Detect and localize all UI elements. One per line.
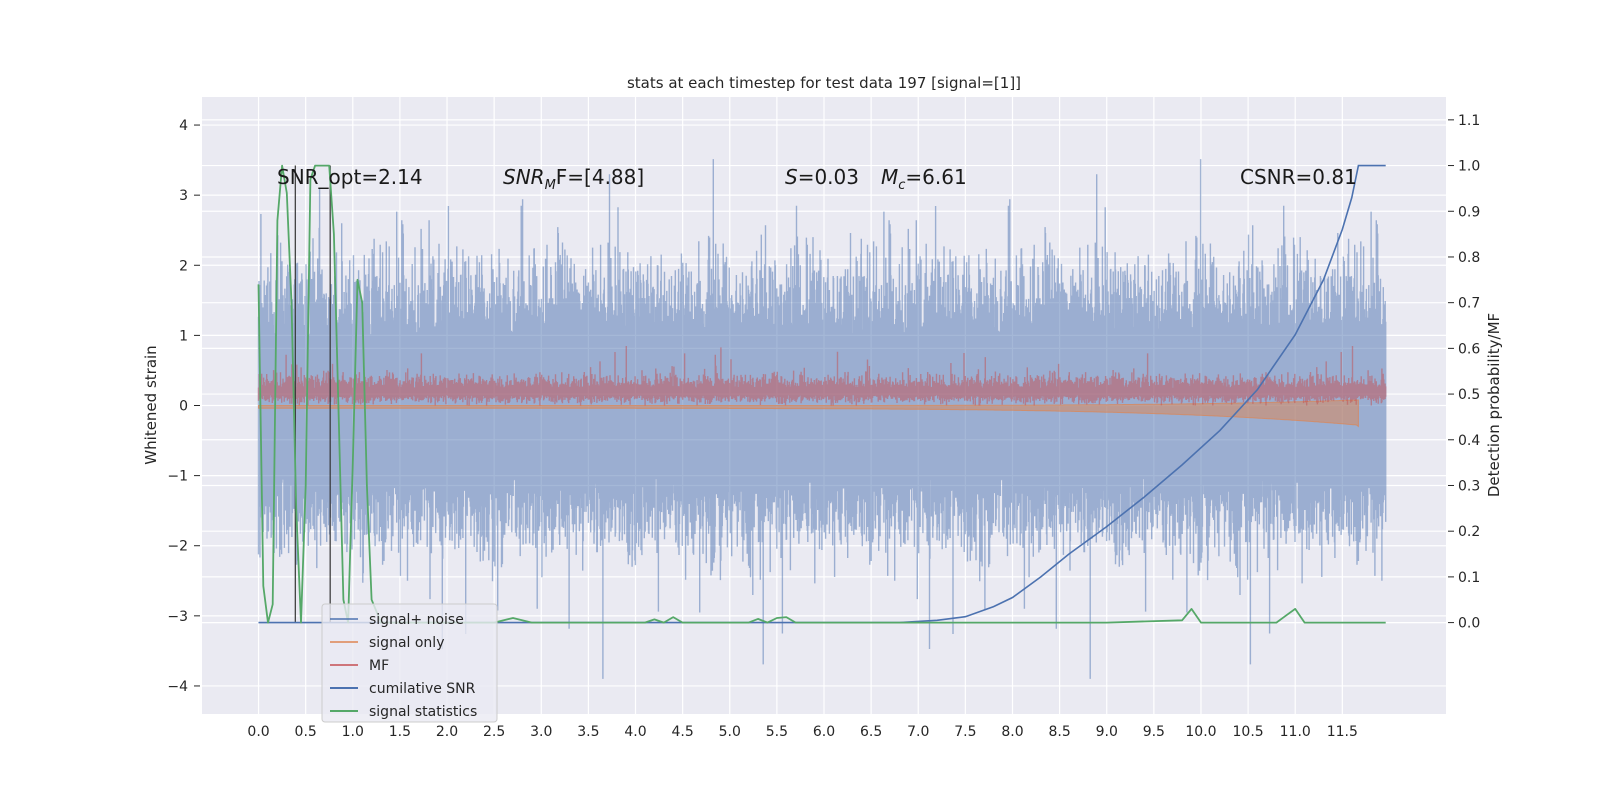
y2-tick-label: 0.2 <box>1458 524 1480 540</box>
annotation-snr-mf-symbol: SNR <box>503 165 545 189</box>
annotation-s-symbol: S <box>785 165 798 189</box>
y2-tick-label: 0.1 <box>1458 570 1480 586</box>
annotation-s-value: =0.03 <box>798 165 859 189</box>
y-tick-label: −4 <box>167 679 188 695</box>
y-tick-label: 4 <box>179 118 188 134</box>
annotation-mc-subscript: c <box>898 178 905 193</box>
x-tick-label: 2.5 <box>483 724 505 740</box>
y2-tick-label: 0.3 <box>1458 478 1480 494</box>
x-tick-label: 4.5 <box>672 724 694 740</box>
x-tick-label: 10.5 <box>1233 724 1264 740</box>
x-tick-label: 8.0 <box>1001 724 1023 740</box>
annotation-snr-opt: SNR_opt=2.14 <box>277 165 423 189</box>
tick-layer: 0.0 0.5 1.0 1.5 2.0 2.5 3.0 3.5 4.0 4.5 5.0 5.5 6.0 6… <box>167 113 1480 740</box>
annotation-s: S=0.03 <box>785 165 859 189</box>
legend-signal-plus-noise-label: signal+ noise <box>369 612 464 628</box>
y2-tick-label: 1.1 <box>1458 113 1480 129</box>
y-tick-label: 0 <box>179 399 188 415</box>
x-tick-label: 3.0 <box>530 724 552 740</box>
annotation-snr-mf-value: F=[4.88] <box>556 165 644 189</box>
annotation-mc-value: =6.61 <box>905 165 966 189</box>
y2-tick-label: 0.9 <box>1458 204 1480 220</box>
x-tick-label: 5.5 <box>766 724 788 740</box>
annotation-csnr: CSNR=0.81 <box>1240 165 1357 189</box>
x-tick-label: 6.5 <box>860 724 882 740</box>
x-tick-label: 10.0 <box>1185 724 1216 740</box>
y-tick-label: 3 <box>179 188 188 204</box>
y2-tick-label: 1.0 <box>1458 159 1480 175</box>
x-tick-label: 5.0 <box>719 724 741 740</box>
legend-mf-label: MF <box>369 658 389 674</box>
legend-box <box>321 603 498 723</box>
x-tick-label: 4.0 <box>624 724 646 740</box>
y2-tick-label: 0.0 <box>1458 616 1480 632</box>
annotation-mc-symbol: M <box>881 165 898 189</box>
x-tick-label: 11.5 <box>1327 724 1358 740</box>
x-tick-label: 11.0 <box>1280 724 1311 740</box>
y2-tick-label: 0.4 <box>1458 433 1480 449</box>
y-tick-label: −3 <box>167 609 188 625</box>
annotations: SNR_opt=2.14 SNRMF=[4.88] S=0.03 Mc=6.61… <box>277 165 1357 193</box>
legend: signal+ noise signal only MF cumilative SNR… <box>321 603 498 723</box>
y-axis-label: Whitened strain <box>142 345 160 464</box>
y-tick-label: −1 <box>167 469 188 485</box>
y2-tick-label: 0.7 <box>1458 296 1480 312</box>
x-tick-label: 2.0 <box>436 724 458 740</box>
x-tick-label: 6.0 <box>813 724 835 740</box>
y2-axis-label: Detection probability/MF <box>1485 313 1503 497</box>
x-tick-label: 1.5 <box>389 724 411 740</box>
x-tick-label: 1.0 <box>342 724 364 740</box>
y2-tick-label: 0.5 <box>1458 387 1480 403</box>
x-tick-label: 3.5 <box>577 724 599 740</box>
annotation-mc: Mc=6.61 <box>881 165 967 193</box>
data-layer <box>257 159 1387 679</box>
y2-tick-label: 0.6 <box>1458 341 1480 357</box>
y-tick-label: 2 <box>179 258 188 274</box>
x-tick-label: 9.0 <box>1096 724 1118 740</box>
x-tick-label: 0.0 <box>247 724 269 740</box>
x-tick-label: 7.0 <box>907 724 929 740</box>
series-cumilative-snr <box>258 164 1386 624</box>
series-mf <box>257 346 1387 406</box>
y-tick-label: −2 <box>167 539 188 555</box>
x-tick-label: 9.5 <box>1143 724 1165 740</box>
legend-signal-statistics-label: signal statistics <box>369 704 477 720</box>
y2-tick-label: 0.8 <box>1458 250 1480 266</box>
x-tick-label: 8.5 <box>1048 724 1070 740</box>
legend-cumilative-snr-label: cumilative SNR <box>369 681 476 697</box>
series-signal-statistics <box>257 164 1386 624</box>
chart-title: stats at each timestep for test data 197… <box>627 74 1021 92</box>
legend-signal-only-label: signal only <box>369 635 444 651</box>
x-tick-label: 0.5 <box>295 724 317 740</box>
x-tick-label: 7.5 <box>954 724 976 740</box>
series-signal-only <box>258 399 1359 428</box>
y-tick-label: 1 <box>179 328 188 344</box>
annotation-snr-mf-subscript: M <box>545 178 556 193</box>
annotation-snr-mf: SNRMF=[4.88] <box>503 165 644 193</box>
